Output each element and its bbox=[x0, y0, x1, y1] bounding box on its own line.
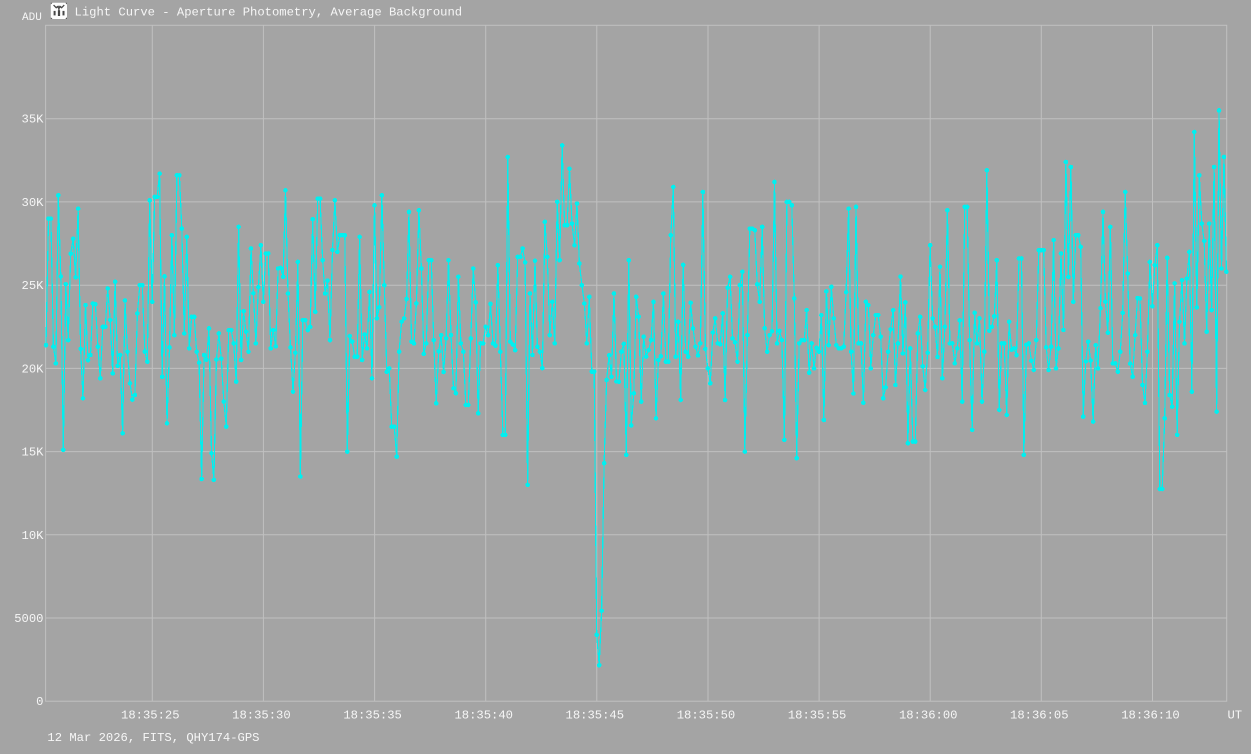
svg-text:30K: 30K bbox=[22, 196, 45, 210]
svg-text:5000: 5000 bbox=[14, 612, 43, 626]
svg-text:18:35:55: 18:35:55 bbox=[788, 709, 847, 723]
svg-text:15K: 15K bbox=[22, 446, 45, 460]
svg-text:25K: 25K bbox=[22, 279, 45, 293]
svg-text:20K: 20K bbox=[22, 362, 45, 376]
svg-text:10K: 10K bbox=[22, 529, 45, 543]
svg-text:18:35:50: 18:35:50 bbox=[677, 709, 736, 723]
svg-text:18:36:00: 18:36:00 bbox=[899, 709, 958, 723]
svg-text:18:35:35: 18:35:35 bbox=[343, 709, 402, 723]
svg-text:18:35:40: 18:35:40 bbox=[454, 709, 513, 723]
svg-text:18:35:30: 18:35:30 bbox=[232, 709, 291, 723]
svg-text:35K: 35K bbox=[22, 113, 45, 127]
svg-text:12 Mar 2026, FITS, QHY174-GPS: 12 Mar 2026, FITS, QHY174-GPS bbox=[47, 731, 259, 745]
svg-text:Light Curve - Aperture Photome: Light Curve - Aperture Photometry, Avera… bbox=[75, 6, 463, 20]
svg-text:18:35:45: 18:35:45 bbox=[566, 709, 625, 723]
svg-text:UT: UT bbox=[1227, 709, 1242, 723]
svg-text:0: 0 bbox=[36, 695, 43, 709]
svg-text:18:36:10: 18:36:10 bbox=[1121, 709, 1180, 723]
svg-text:18:35:25: 18:35:25 bbox=[121, 709, 180, 723]
svg-text:18:36:05: 18:36:05 bbox=[1010, 709, 1069, 723]
svg-text:ADU: ADU bbox=[22, 12, 42, 24]
